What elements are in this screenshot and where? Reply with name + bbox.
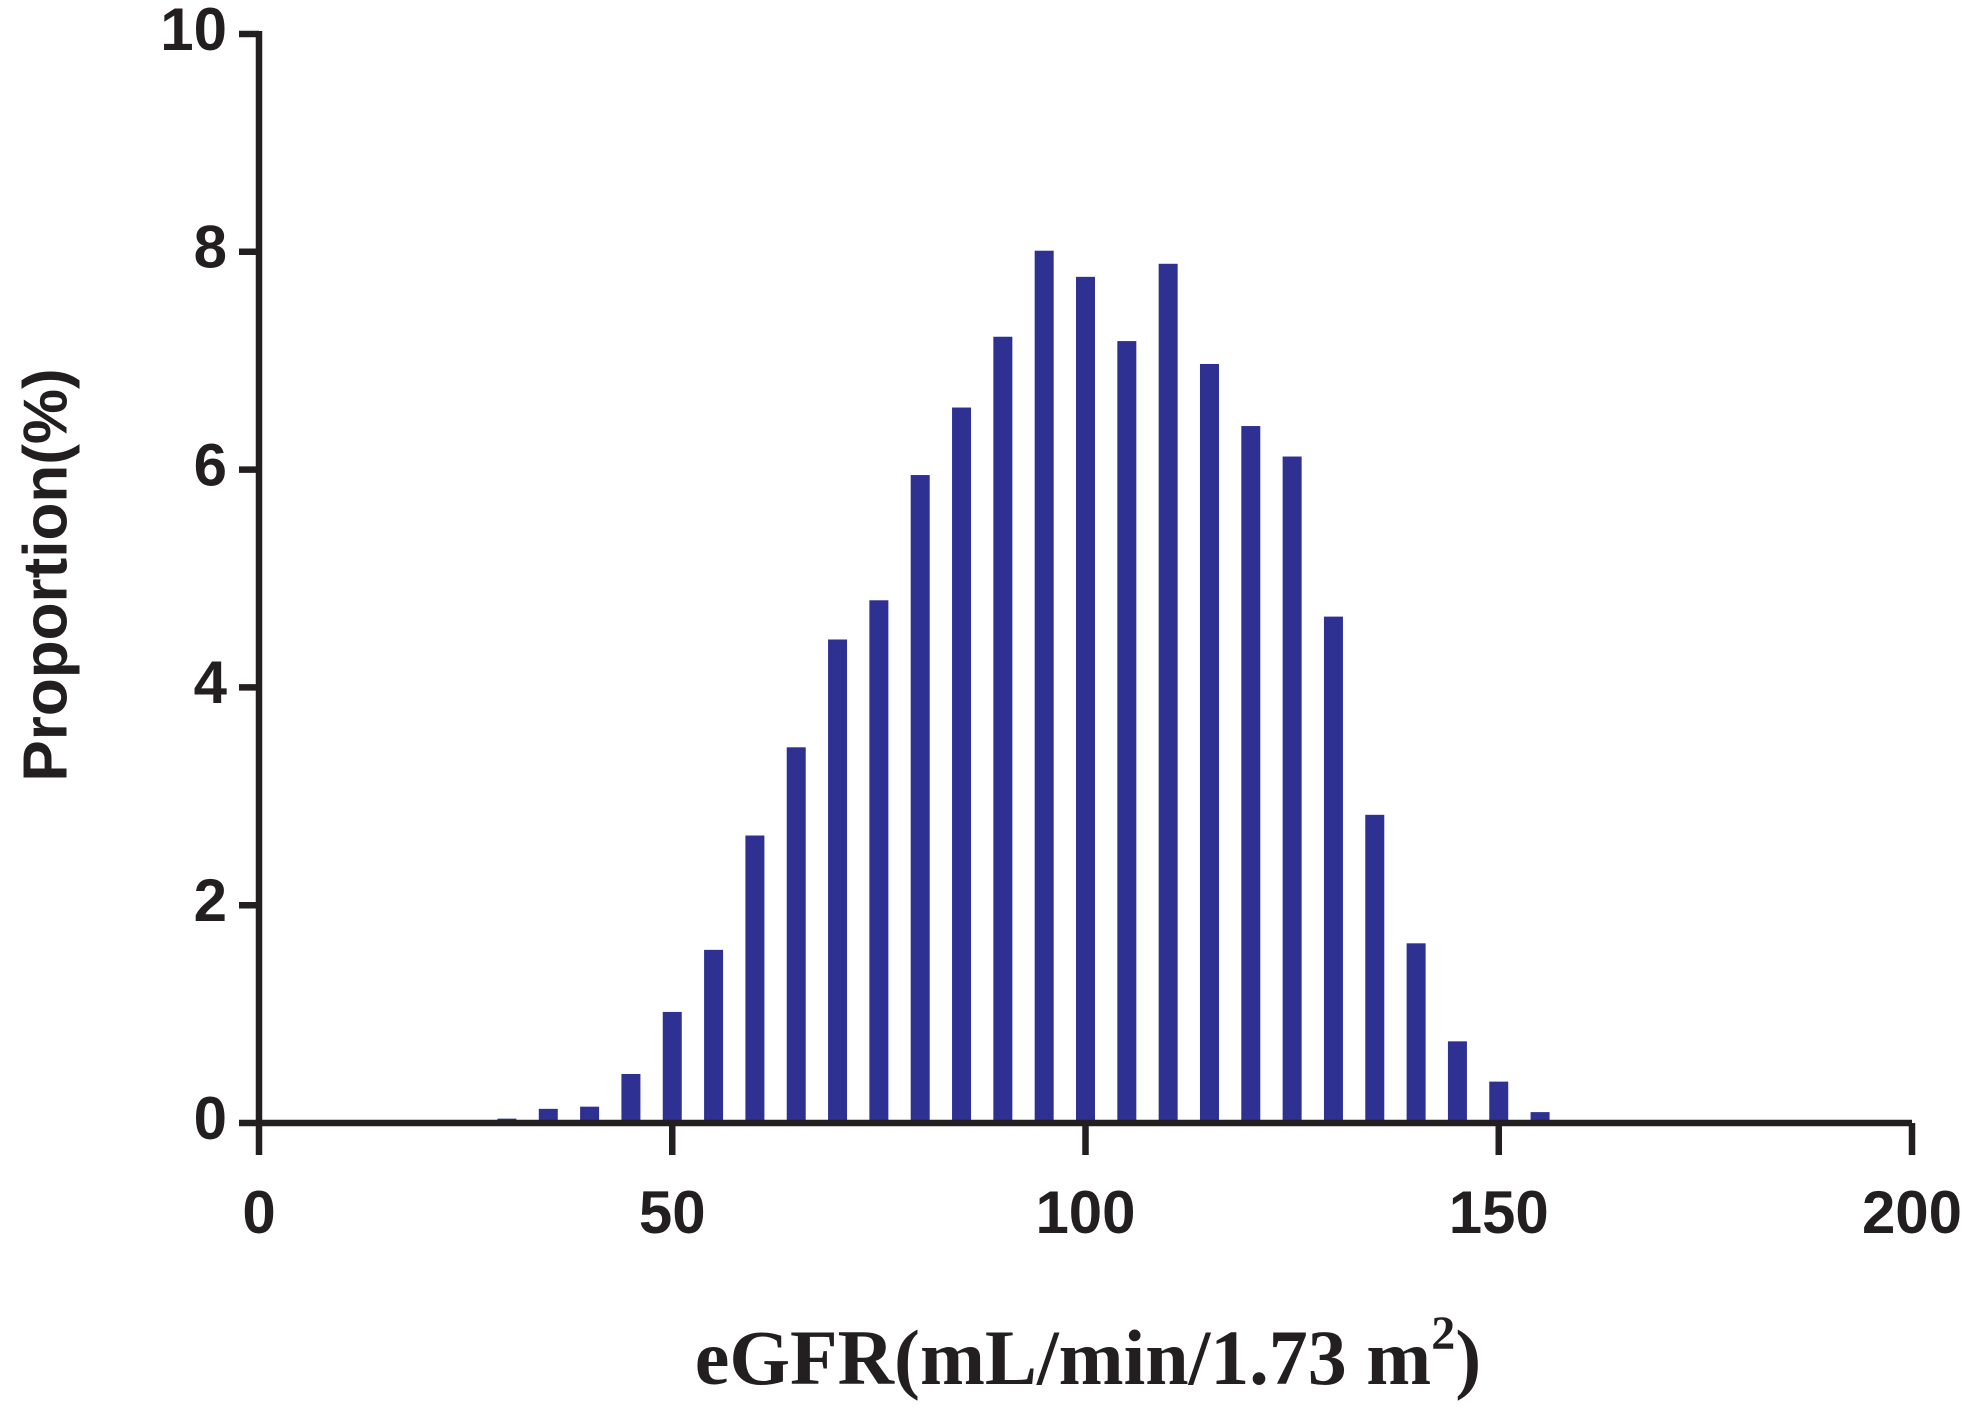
bar: [910, 475, 930, 1123]
bar: [580, 1106, 600, 1123]
bar: [1158, 263, 1178, 1123]
bar: [704, 949, 724, 1123]
bar: [1447, 1041, 1467, 1123]
x-axis-label: eGFR(mL/min/1.73 m2): [695, 1307, 1482, 1401]
x-axis-label-sup: 2: [1431, 1307, 1455, 1360]
bar: [538, 1108, 558, 1123]
y-tick-label: 0: [194, 1085, 227, 1152]
y-tick-label: 8: [194, 214, 227, 281]
x-tick-label: 50: [639, 1179, 706, 1246]
bar: [828, 639, 848, 1123]
bar: [1282, 456, 1302, 1124]
y-tick-label: 4: [194, 649, 228, 716]
bar: [745, 835, 765, 1123]
bar: [1365, 814, 1385, 1123]
bar: [869, 600, 889, 1123]
bar: [952, 407, 972, 1124]
y-tick-label: 10: [160, 0, 227, 63]
bar: [1076, 276, 1095, 1123]
bar: [993, 336, 1013, 1123]
x-axis-label-part: ): [1455, 1314, 1481, 1401]
bar: [1241, 426, 1261, 1123]
bar: [1117, 341, 1137, 1123]
x-tick-label: 200: [1862, 1179, 1962, 1246]
y-axis-label: Proportion(%): [11, 368, 80, 781]
y-tick-label: 2: [194, 867, 227, 934]
x-tick-label: 100: [1035, 1179, 1135, 1246]
bar: [1406, 943, 1426, 1123]
bar: [1199, 363, 1219, 1123]
bar: [621, 1073, 641, 1123]
x-tick-label: 150: [1449, 1179, 1549, 1246]
x-axis-label-part: eGFR(mL/min/1.73 m: [695, 1314, 1432, 1401]
bar: [1530, 1112, 1550, 1123]
x-tick-label: 0: [242, 1179, 275, 1246]
bar: [786, 747, 806, 1123]
bar: [662, 1011, 682, 1123]
bar: [1323, 616, 1343, 1123]
bar: [1489, 1081, 1509, 1123]
y-tick-label: 6: [194, 431, 227, 498]
bar: [1034, 250, 1054, 1123]
